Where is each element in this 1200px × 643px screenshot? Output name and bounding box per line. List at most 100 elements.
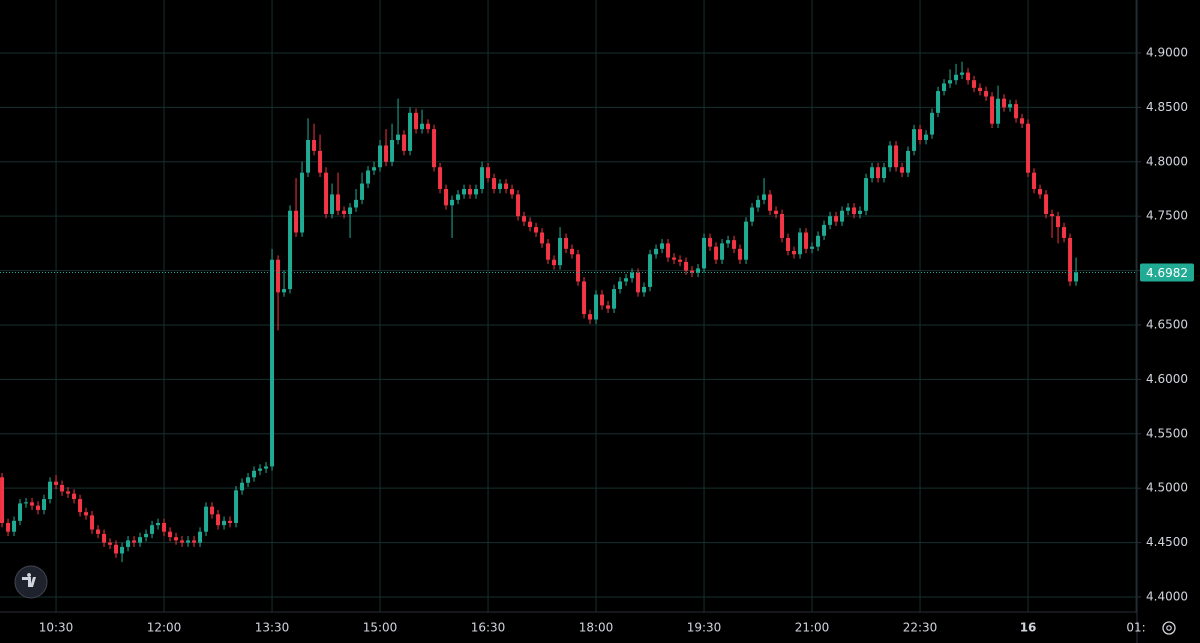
candle-body: [102, 533, 107, 543]
candle-body: [474, 188, 479, 195]
y-tick-label: 4.4500: [1146, 535, 1188, 549]
candle-body: [438, 167, 443, 189]
candle-body: [72, 493, 77, 500]
candle-body: [132, 540, 137, 543]
candle-body: [492, 178, 497, 189]
candle-body: [576, 254, 581, 282]
candle-body: [978, 87, 983, 92]
candle-body: [960, 72, 965, 75]
candle-body: [414, 112, 419, 130]
candle-body: [12, 520, 17, 532]
candle-body: [570, 248, 575, 255]
x-tick-label: 22:30: [903, 621, 938, 635]
x-tick-label: 13:30: [255, 621, 290, 635]
candle-body: [744, 221, 749, 260]
candle-body: [600, 294, 605, 306]
candle-body: [852, 207, 857, 215]
candle-body: [54, 481, 59, 485]
candle-body: [48, 481, 53, 500]
candle-body: [264, 466, 269, 469]
x-tick-label: 19:30: [687, 621, 722, 635]
candle-body: [216, 514, 221, 526]
candle-body: [1002, 98, 1007, 108]
candle-body: [522, 216, 527, 222]
candle-body: [210, 506, 215, 515]
candle-body: [468, 188, 473, 195]
candle-body: [336, 194, 341, 211]
candle-body: [708, 237, 713, 247]
candle-body: [114, 544, 119, 554]
candle-body: [702, 237, 707, 269]
candle-body: [432, 129, 437, 168]
candle-body: [714, 246, 719, 260]
x-tick-label: 21:00: [795, 621, 830, 635]
candle-body: [1062, 227, 1067, 238]
candle-body: [444, 188, 449, 206]
candle-body: [660, 243, 665, 249]
candle-body: [720, 243, 725, 260]
candle-body: [222, 520, 227, 526]
x-tick-label: 15:00: [363, 621, 398, 635]
y-tick-label: 4.5000: [1146, 481, 1188, 495]
settings-icon[interactable]: [1162, 621, 1176, 635]
candle-body: [924, 134, 929, 141]
candle-body: [6, 523, 11, 532]
candle-body: [516, 194, 521, 217]
candle-body: [90, 515, 95, 530]
candle-body: [756, 199, 761, 208]
candle-body: [486, 167, 491, 179]
candle-body: [324, 172, 329, 215]
candle-body: [42, 499, 47, 510]
y-tick-label: 4.6000: [1146, 372, 1188, 386]
candle-body: [396, 134, 401, 141]
candle-body: [198, 531, 203, 543]
candle-body: [426, 123, 431, 130]
candle-body: [726, 240, 731, 244]
candle-body: [1032, 172, 1037, 189]
candle-body: [462, 188, 467, 195]
candle-body: [330, 194, 335, 215]
candle-body: [480, 167, 485, 189]
candle-body: [0, 477, 5, 524]
candle-body: [624, 278, 629, 282]
y-tick-label: 4.4000: [1146, 589, 1188, 603]
candle-body: [300, 172, 305, 233]
tradingview-logo[interactable]: [14, 565, 48, 599]
candle-body: [192, 540, 197, 543]
candle-body: [312, 140, 317, 151]
candle-body: [372, 167, 377, 171]
candle-body: [870, 167, 875, 179]
candle-body: [798, 232, 803, 255]
candle-body: [990, 96, 995, 124]
candle-body: [894, 145, 899, 168]
candle-body: [996, 98, 1001, 124]
candle-body: [420, 123, 425, 130]
candle-body: [1068, 237, 1073, 282]
x-tick-label: 10:30: [39, 621, 74, 635]
candle-body: [204, 506, 209, 532]
candle-body: [840, 210, 845, 222]
candle-body: [402, 134, 407, 151]
candle-body: [540, 232, 545, 244]
y-tick-label: 4.7500: [1146, 209, 1188, 223]
candle-body: [270, 259, 275, 467]
settings-gear[interactable]: [1162, 621, 1176, 635]
candle-body: [528, 221, 533, 228]
candle-body: [804, 232, 809, 249]
logo-glyph: [22, 573, 36, 587]
candle-body: [774, 210, 779, 215]
candle-body: [126, 540, 131, 547]
candle-body: [666, 243, 671, 258]
candle-body: [918, 129, 923, 141]
candle-body: [276, 259, 281, 293]
candle-body: [906, 150, 911, 173]
candle-body: [1044, 194, 1049, 215]
candle-body: [36, 505, 41, 510]
candle-body: [594, 294, 599, 320]
candle-body: [942, 83, 947, 92]
candle-body: [696, 268, 701, 273]
candle-body: [786, 237, 791, 252]
candle-body: [654, 248, 659, 255]
candle-body: [546, 243, 551, 260]
